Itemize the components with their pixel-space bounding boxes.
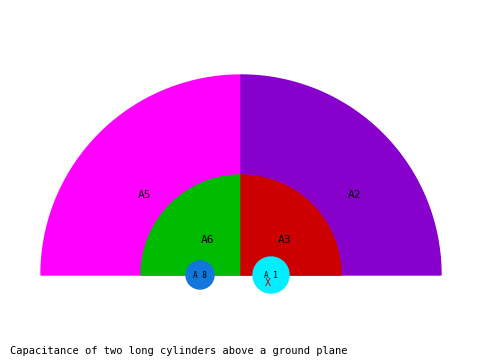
Polygon shape — [41, 75, 241, 275]
Text: A 1: A 1 — [264, 270, 278, 280]
Polygon shape — [241, 75, 441, 275]
Circle shape — [186, 261, 214, 289]
Text: A5: A5 — [138, 190, 152, 200]
Text: X: X — [265, 278, 271, 288]
Text: A 8: A 8 — [193, 270, 207, 280]
Polygon shape — [241, 175, 341, 275]
Circle shape — [253, 257, 289, 293]
Text: A2: A2 — [348, 190, 362, 200]
Text: Capacitance of two long cylinders above a ground plane: Capacitance of two long cylinders above … — [10, 346, 347, 356]
Text: A6: A6 — [201, 235, 215, 245]
Text: A3: A3 — [278, 235, 292, 245]
Polygon shape — [141, 175, 241, 275]
